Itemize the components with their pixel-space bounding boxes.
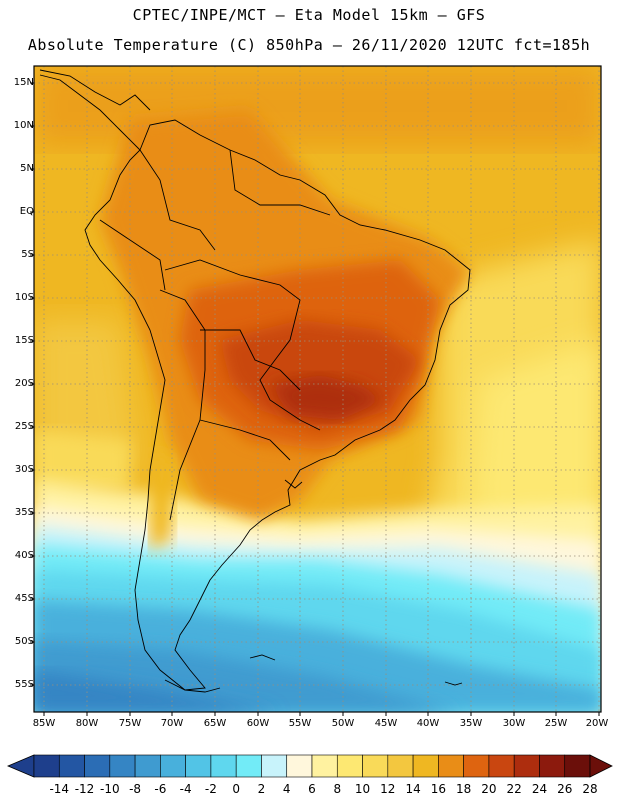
argentina-border bbox=[199, 419, 291, 461]
peru-border bbox=[99, 219, 166, 291]
colorbar-label: 26 bbox=[557, 782, 573, 796]
colorbar-swatch bbox=[134, 754, 161, 778]
lon-label: 30W bbox=[502, 718, 526, 729]
colorbar-label: 4 bbox=[282, 782, 291, 796]
lon-label: 35W bbox=[459, 718, 483, 729]
lon-label: 20W bbox=[585, 718, 609, 729]
colorbar-swatch bbox=[463, 754, 490, 778]
colorbar-swatch bbox=[412, 754, 439, 778]
colorbar-label: 14 bbox=[405, 782, 421, 796]
brazil-border bbox=[164, 259, 321, 431]
map-title-field: Absolute Temperature (C) 850hPa – 26/11/… bbox=[27, 36, 591, 54]
colorbar-swatch bbox=[185, 754, 212, 778]
lon-label: 80W bbox=[75, 718, 99, 729]
colorbar-swatch bbox=[210, 754, 237, 778]
coastlines-borders bbox=[39, 69, 471, 693]
colorbar-swatch bbox=[387, 754, 414, 778]
colorbar-label: 10 bbox=[354, 782, 371, 796]
colorbar-swatch bbox=[513, 754, 540, 778]
lon-label: 70W bbox=[160, 718, 184, 729]
colombia-venezuela-border bbox=[139, 149, 216, 251]
colorbar-label: 28 bbox=[582, 782, 598, 796]
colorbar-label: 20 bbox=[481, 782, 497, 796]
lat-label: 20S bbox=[14, 378, 34, 389]
tierra-del-fuego bbox=[164, 679, 221, 693]
colorbar-swatch bbox=[311, 754, 338, 778]
lon-label: 60W bbox=[246, 718, 270, 729]
colorbar-min-arrow bbox=[6, 754, 35, 778]
colorbar-label: -8 bbox=[129, 782, 142, 796]
lon-label: 45W bbox=[374, 718, 398, 729]
andean-border bbox=[159, 289, 206, 521]
colorbar-swatch bbox=[539, 754, 566, 778]
colorbar bbox=[6, 754, 613, 778]
lat-label: 10S bbox=[14, 292, 34, 303]
uruguay-lagoon bbox=[284, 479, 303, 489]
map-title-model: CPTEC/INPE/MCT – Eta Model 15km – GFS bbox=[132, 6, 486, 24]
colorbar-label: -2 bbox=[204, 782, 217, 796]
lon-label: 25W bbox=[544, 718, 568, 729]
colorbar-swatch bbox=[564, 754, 591, 778]
lat-label: 15N bbox=[13, 77, 34, 88]
lat-label: 30S bbox=[14, 464, 34, 475]
caribbean-coast bbox=[39, 69, 151, 111]
colorbar-label: 24 bbox=[531, 782, 548, 796]
lat-label: EQ bbox=[19, 206, 34, 217]
lon-label: 40W bbox=[416, 718, 440, 729]
colorbar-label: 0 bbox=[232, 782, 240, 796]
colorbar-swatch bbox=[84, 754, 111, 778]
colorbar-label: -6 bbox=[154, 782, 167, 796]
temperature-field bbox=[34, 66, 601, 712]
lon-label: 55W bbox=[288, 718, 312, 729]
lon-label: 75W bbox=[118, 718, 142, 729]
lat-label: 25S bbox=[14, 421, 34, 432]
lat-label: 15S bbox=[14, 335, 34, 346]
lon-label: 65W bbox=[203, 718, 227, 729]
central-america-coastline bbox=[39, 74, 141, 151]
colorbar-swatch bbox=[362, 754, 389, 778]
lat-label: 35S bbox=[14, 507, 34, 518]
graticule bbox=[34, 66, 601, 712]
colorbar-swatch bbox=[235, 754, 262, 778]
colorbar-label: 22 bbox=[506, 782, 522, 796]
lat-label: 50S bbox=[14, 636, 34, 647]
guianas-border bbox=[229, 149, 331, 216]
colorbar-label: 2 bbox=[257, 782, 266, 796]
bolivia-paraguay-border bbox=[200, 329, 301, 391]
falklands bbox=[249, 654, 276, 661]
lat-label: 45S bbox=[14, 593, 34, 604]
colorbar-label: -12 bbox=[74, 782, 95, 796]
colorbar-label: 18 bbox=[455, 782, 472, 796]
colorbar-swatch bbox=[160, 754, 186, 778]
colorbar-swatch bbox=[488, 754, 515, 778]
colorbar-label: -10 bbox=[100, 782, 120, 796]
lat-label: 10N bbox=[13, 120, 34, 131]
colorbar-swatch bbox=[261, 754, 288, 778]
south-america-coastline bbox=[84, 119, 471, 691]
colorbar-swatch bbox=[286, 754, 313, 778]
map-frame bbox=[33, 65, 602, 713]
colorbar-label: 16 bbox=[430, 782, 446, 796]
lat-label: 55S bbox=[14, 679, 34, 690]
colorbar-swatch bbox=[336, 754, 363, 778]
colorbar-swatch bbox=[109, 754, 136, 778]
colorbar-label: 12 bbox=[380, 782, 396, 796]
lat-label: 5N bbox=[20, 163, 34, 174]
colorbar-swatch bbox=[58, 754, 85, 778]
colorbar-label: -4 bbox=[179, 782, 192, 796]
colorbar-label: 6 bbox=[308, 782, 316, 796]
colorbar-swatch bbox=[438, 754, 464, 778]
lat-label: 40S bbox=[14, 550, 34, 561]
colorbar-swatch bbox=[33, 754, 60, 778]
lon-label: 50W bbox=[331, 718, 355, 729]
colorbar-label: 8 bbox=[333, 782, 342, 796]
lat-label: 5S bbox=[21, 249, 34, 260]
colorbar-label: -14 bbox=[49, 782, 70, 796]
lon-label: 85W bbox=[32, 718, 56, 729]
colorbar-max-arrow bbox=[589, 754, 613, 778]
axis-ticks bbox=[30, 82, 600, 716]
south-georgia bbox=[444, 681, 463, 686]
